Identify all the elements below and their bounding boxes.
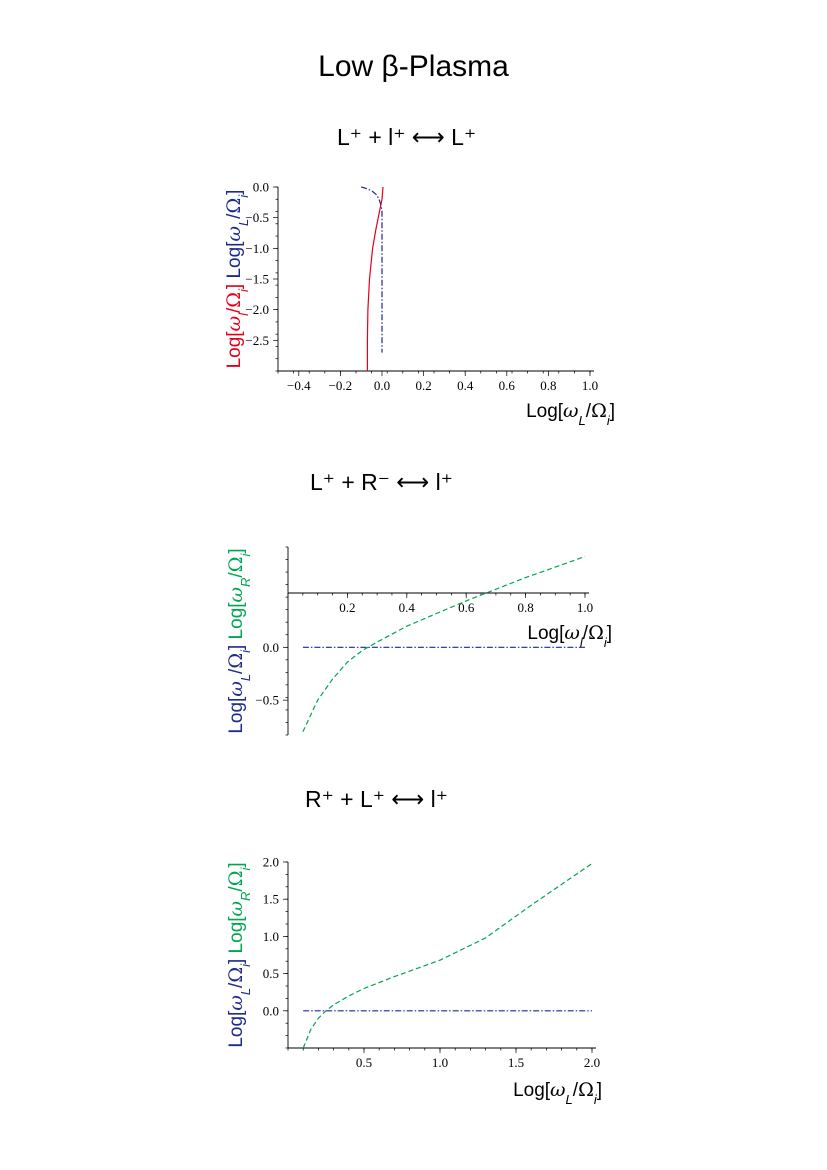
x-tick-label: 1.5	[508, 1055, 524, 1070]
y-axis-title-part: Log[ωR/Ωi]	[225, 548, 253, 639]
y-axis-title-part: Log[ωR/Ωi]	[225, 862, 253, 953]
y-axis-title-part: Log[ωL/Ωi]	[223, 190, 251, 279]
y-axis-title-text: Log[ωL/Ωi] Log[ωR/Ωi]	[225, 548, 253, 733]
x-axis-title: Log[ωl/Ωi]	[527, 622, 612, 650]
series-line-green	[302, 863, 593, 1049]
y-axis-title: Log[ωL/Ωi] Log[ωR/Ωi]	[225, 862, 253, 1047]
panel1-title: L⁺ + l⁺ ⟷ L⁺	[337, 124, 477, 150]
y-tick-label: −1.5	[245, 272, 269, 287]
y-axis-title-text: Log[ωL/Ωi] Log[ωR/Ωi]	[225, 862, 253, 1047]
y-tick-label: 1.0	[263, 929, 279, 944]
panel3-title: R⁺ + L⁺ ⟷ l⁺	[305, 786, 448, 812]
y-tick-label: 1.5	[263, 892, 279, 907]
x-tick-label: −0.2	[329, 378, 353, 393]
chart-panel-2: 0.2 0.4 0.6 0.8 1.0 0.0 −0.5 Log[ωl/Ωi] Log[ωL…	[225, 546, 612, 736]
y-axis-title-part: Log[ωL/Ωi]	[225, 959, 253, 1048]
x-tick-label: 1.0	[577, 600, 593, 615]
y-axis-title-part: Log[ωL/Ωi]	[225, 645, 253, 734]
x-tick-label: 0.4	[399, 600, 416, 615]
panel2-title: L⁺ + R⁻ ⟷ l⁺	[310, 469, 453, 495]
chart-panel-3: 0.5 1.0 1.5 2.0 2.0 1.5 1.0 0.5 0.0 Log[ωL/Ωi] L…	[225, 855, 602, 1107]
x-tick-label: 0.5	[356, 1055, 372, 1070]
x-tick-label: 0.0	[374, 378, 390, 393]
x-tick-label: 0.8	[517, 600, 533, 615]
x-tick-label: 0.6	[458, 600, 475, 615]
series-group	[361, 186, 384, 371]
y-tick-label: 0.0	[263, 640, 279, 655]
y-tick-label: 2.0	[263, 855, 279, 870]
y-axis-title: Log[ωl/Ωi] Log[ωL/Ωi]	[223, 190, 251, 369]
y-axis-title-part: Log[ωl/Ωi]	[223, 284, 251, 369]
y-tick-label: −1.0	[245, 241, 269, 256]
y-tick-label: 0.0	[263, 1003, 279, 1018]
axes: 0.2 0.4 0.6 0.8 1.0 0.0 −0.5	[255, 546, 593, 736]
y-tick-label: −2.5	[245, 333, 269, 348]
axes: −0.4 −0.2 0.0 0.2 0.4 0.6 0.8 1.0 0.0 −0.5 −1.0 −1.…	[245, 180, 598, 394]
x-tick-label: 2.0	[584, 1055, 600, 1070]
y-tick-label: 0.5	[263, 966, 279, 981]
series-line-blue	[361, 186, 383, 353]
x-axis-title: Log[ωL/Ωi]	[513, 1079, 602, 1107]
series-group	[302, 555, 586, 733]
x-tick-label: 0.2	[415, 378, 431, 393]
x-axis-title: Log[ωL/Ωi]	[526, 400, 615, 428]
series-line-green	[302, 555, 586, 733]
x-tick-label: 0.4	[457, 378, 474, 393]
series-group	[302, 863, 593, 1049]
y-axis-title: Log[ωL/Ωi] Log[ωR/Ωi]	[225, 548, 253, 733]
y-tick-label: −0.5	[245, 210, 269, 225]
series-line-red	[366, 186, 384, 371]
axes: 0.5 1.0 1.5 2.0 2.0 1.5 1.0 0.5 0.0	[263, 855, 600, 1071]
x-tick-label: 0.6	[499, 378, 516, 393]
y-axis-title-text: Log[ωl/Ωi] Log[ωL/Ωi]	[223, 190, 251, 369]
y-tick-label: −2.0	[245, 302, 269, 317]
x-tick-label: −0.4	[287, 378, 311, 393]
x-tick-label: 1.0	[582, 378, 598, 393]
x-tick-label: 1.0	[432, 1055, 448, 1070]
chart-panel-1: −0.4 −0.2 0.0 0.2 0.4 0.6 0.8 1.0 0.0 −0.5 −1.0 −1.…	[223, 180, 615, 428]
y-tick-label: 0.0	[253, 180, 269, 195]
x-tick-label: 0.8	[540, 378, 556, 393]
x-tick-label: 0.2	[339, 600, 355, 615]
y-tick-label: −0.5	[255, 693, 279, 708]
page-title: Low β-Plasma	[318, 50, 509, 83]
